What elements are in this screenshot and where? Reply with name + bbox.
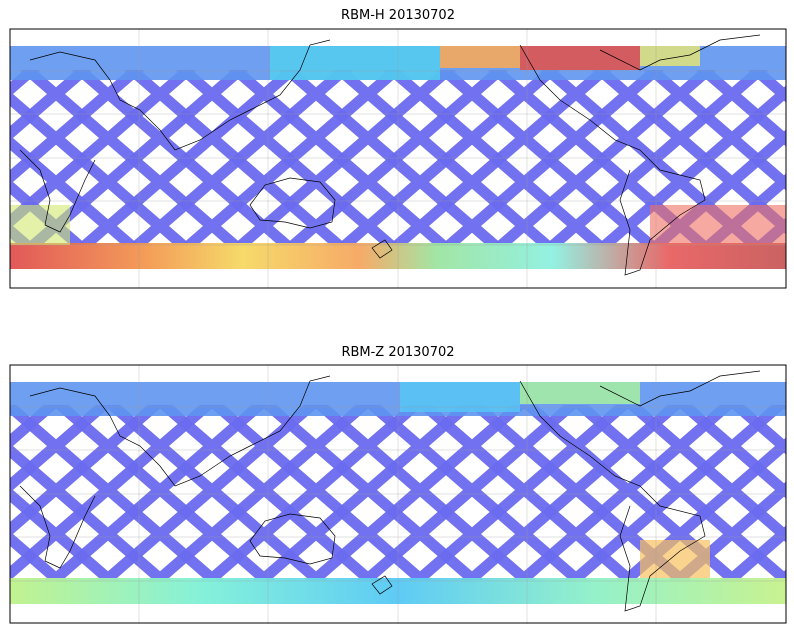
coastline <box>29 39 331 151</box>
panel-title: RBM-H 20130702 <box>341 8 455 23</box>
coastline <box>249 177 336 229</box>
map-decoration <box>10 29 786 624</box>
map-frame <box>9 364 787 624</box>
coastline <box>249 513 336 565</box>
coastline <box>29 375 331 487</box>
coastline <box>19 485 96 569</box>
coastline <box>599 34 761 71</box>
coastline <box>519 380 706 612</box>
coastline <box>19 149 96 233</box>
coastline <box>599 370 761 407</box>
coastline <box>371 575 393 595</box>
coastline <box>371 239 393 259</box>
panel-title: RBM-Z 20130702 <box>341 345 454 360</box>
map-frame <box>9 28 787 289</box>
coastline <box>519 44 706 276</box>
